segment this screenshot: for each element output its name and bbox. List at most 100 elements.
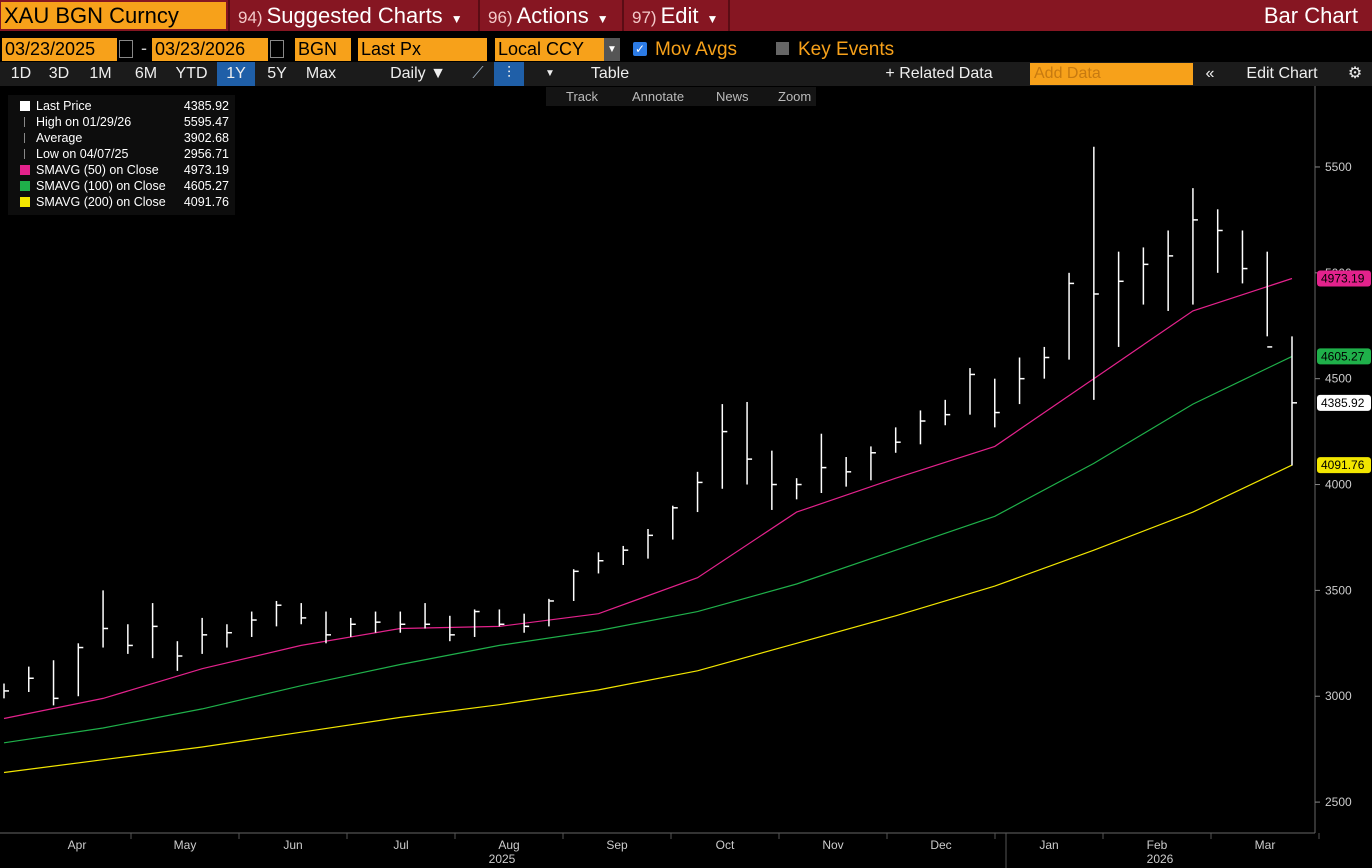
axis-panel bbox=[1316, 86, 1372, 868]
chart-tool[interactable]: Track bbox=[566, 89, 599, 104]
y-tick-label: 4500 bbox=[1325, 372, 1352, 386]
value-tag: 4605.27 bbox=[1321, 349, 1365, 363]
y-tick-label: 4000 bbox=[1325, 478, 1352, 492]
chart: 2500300035004000450050005500AprMayJunJul… bbox=[0, 86, 1372, 868]
table-button[interactable]: Table bbox=[590, 65, 630, 82]
legend-swatch bbox=[20, 197, 30, 207]
ticker[interactable]: XAU BGN Curncy bbox=[1, 2, 226, 29]
y-tick-label: 3000 bbox=[1325, 689, 1352, 703]
menu-number: 96) bbox=[488, 8, 513, 27]
menu-number: 97) bbox=[632, 8, 657, 27]
legend-value: 3902.68 bbox=[183, 131, 229, 145]
legend-value: 5595.47 bbox=[183, 115, 229, 129]
year-label: 2025 bbox=[489, 852, 516, 866]
menu-label: Actions bbox=[516, 3, 589, 28]
legend-label: SMAVG (50) on Close bbox=[36, 163, 159, 177]
legend-value: 4091.76 bbox=[183, 195, 229, 209]
legend-row: SMAVG (50) on Close 4973.19 bbox=[8, 162, 235, 178]
value-tag-box bbox=[1317, 457, 1371, 474]
legend-symbol bbox=[24, 149, 26, 159]
x-tick-label: Mar bbox=[1255, 838, 1276, 852]
value-tag-box bbox=[1317, 348, 1371, 365]
period-button[interactable]: Max bbox=[305, 65, 337, 82]
legend-swatch bbox=[20, 101, 30, 111]
dash: - bbox=[141, 38, 147, 58]
y-tick-label: 2500 bbox=[1325, 795, 1352, 809]
calendar-icon[interactable] bbox=[270, 40, 284, 58]
add-data-input[interactable] bbox=[1030, 63, 1193, 85]
line-icon[interactable]: ⟋ bbox=[472, 65, 484, 82]
chart-kind: Bar Chart bbox=[1263, 3, 1358, 28]
related-data[interactable]: + Related Data bbox=[885, 65, 993, 82]
edit-chart[interactable]: Edit Chart bbox=[1246, 65, 1318, 82]
field[interactable]: Last Px bbox=[358, 38, 487, 61]
mov-avgs[interactable]: Mov Avgs bbox=[655, 39, 738, 60]
legend-symbol bbox=[24, 133, 26, 143]
menu-label: Edit bbox=[660, 3, 699, 28]
legend-symbol bbox=[24, 117, 26, 127]
menu-number: 94) bbox=[238, 8, 263, 27]
legend-label: Average bbox=[36, 131, 83, 145]
value-tag-box bbox=[1317, 394, 1371, 411]
legend-swatch bbox=[20, 165, 30, 175]
currency[interactable]: Local CCY bbox=[495, 38, 604, 61]
moving-average-line bbox=[3, 277, 1293, 720]
x-tick-label: Oct bbox=[716, 838, 735, 852]
bar-icon[interactable]: ⫶ bbox=[494, 62, 524, 86]
chart-tool[interactable]: Annotate bbox=[632, 89, 685, 104]
calendar-icon[interactable] bbox=[119, 40, 133, 58]
x-tick-label: Jun bbox=[283, 838, 302, 852]
legend-row: Average 3902.68 bbox=[8, 130, 235, 146]
period-button[interactable]: 5Y bbox=[267, 65, 287, 82]
x-tick-label: Nov bbox=[822, 838, 843, 852]
legend-swatch bbox=[20, 181, 30, 191]
menu[interactable]: 94) Suggested Charts ▼ bbox=[228, 0, 478, 31]
settings[interactable]: ⚙ bbox=[1347, 65, 1363, 82]
period-button[interactable]: 1M bbox=[89, 65, 112, 82]
x-tick-label: May bbox=[174, 838, 197, 852]
legend-value: 2956.71 bbox=[183, 147, 229, 161]
value-tag-box bbox=[1317, 270, 1371, 287]
value-tag: 4973.19 bbox=[1321, 271, 1365, 285]
legend-row: Low on 04/07/25 2956.71 bbox=[8, 146, 235, 162]
chart-tool[interactable]: News bbox=[716, 89, 749, 104]
legend-row: SMAVG (100) on Close 4605.27 bbox=[8, 178, 235, 194]
legend-label: High on 01/29/26 bbox=[36, 115, 132, 129]
key-events[interactable]: Key Events bbox=[798, 39, 895, 60]
period-button[interactable]: 1D bbox=[10, 65, 32, 82]
period-button[interactable]: 6M bbox=[134, 65, 158, 82]
period-button[interactable]: 1Y bbox=[217, 62, 255, 86]
menu-label: Suggested Charts bbox=[266, 3, 443, 28]
checkbox[interactable]: ✓ bbox=[633, 42, 647, 56]
year-label: 2026 bbox=[1147, 852, 1174, 866]
dropdown[interactable]: ▼ bbox=[604, 38, 620, 61]
legend-value: 4973.19 bbox=[183, 163, 229, 177]
add-data-placeholder: Add Data bbox=[1034, 65, 1101, 82]
legend-row: SMAVG (200) on Close 4091.76 bbox=[8, 194, 235, 210]
legend-label: SMAVG (200) on Close bbox=[36, 195, 166, 209]
checkbox[interactable] bbox=[776, 42, 789, 55]
x-tick-label: Feb bbox=[1147, 838, 1168, 852]
y-tick-label: 5500 bbox=[1325, 160, 1352, 174]
menu[interactable]: 97) Edit ▼ bbox=[622, 0, 730, 31]
collapse[interactable]: « bbox=[1205, 65, 1215, 82]
value-tag: 4385.92 bbox=[1321, 396, 1365, 410]
chart-tool[interactable]: Zoom bbox=[778, 89, 812, 104]
legend-label: SMAVG (100) on Close bbox=[36, 179, 166, 193]
x-tick-label: Sep bbox=[606, 838, 628, 852]
frequency[interactable]: Daily ▼ bbox=[390, 65, 446, 82]
value-tag: 4091.76 bbox=[1321, 458, 1365, 472]
period-button[interactable]: YTD bbox=[175, 65, 208, 82]
x-tick-label: Aug bbox=[498, 838, 519, 852]
source[interactable]: BGN bbox=[295, 38, 351, 61]
legend-row: Last Price 4385.92 bbox=[8, 98, 235, 114]
start-date[interactable]: 03/23/2025 bbox=[2, 38, 117, 61]
menu[interactable]: 96) Actions ▼ bbox=[478, 0, 622, 31]
legend-row: High on 01/29/26 5595.47 bbox=[8, 114, 235, 130]
period-button[interactable]: 3D bbox=[48, 65, 70, 82]
x-tick-label: Jan bbox=[1039, 838, 1058, 852]
moving-average-line bbox=[3, 464, 1293, 774]
dropdown[interactable]: ▼ bbox=[545, 68, 555, 79]
end-date[interactable]: 03/23/2026 bbox=[152, 38, 268, 61]
